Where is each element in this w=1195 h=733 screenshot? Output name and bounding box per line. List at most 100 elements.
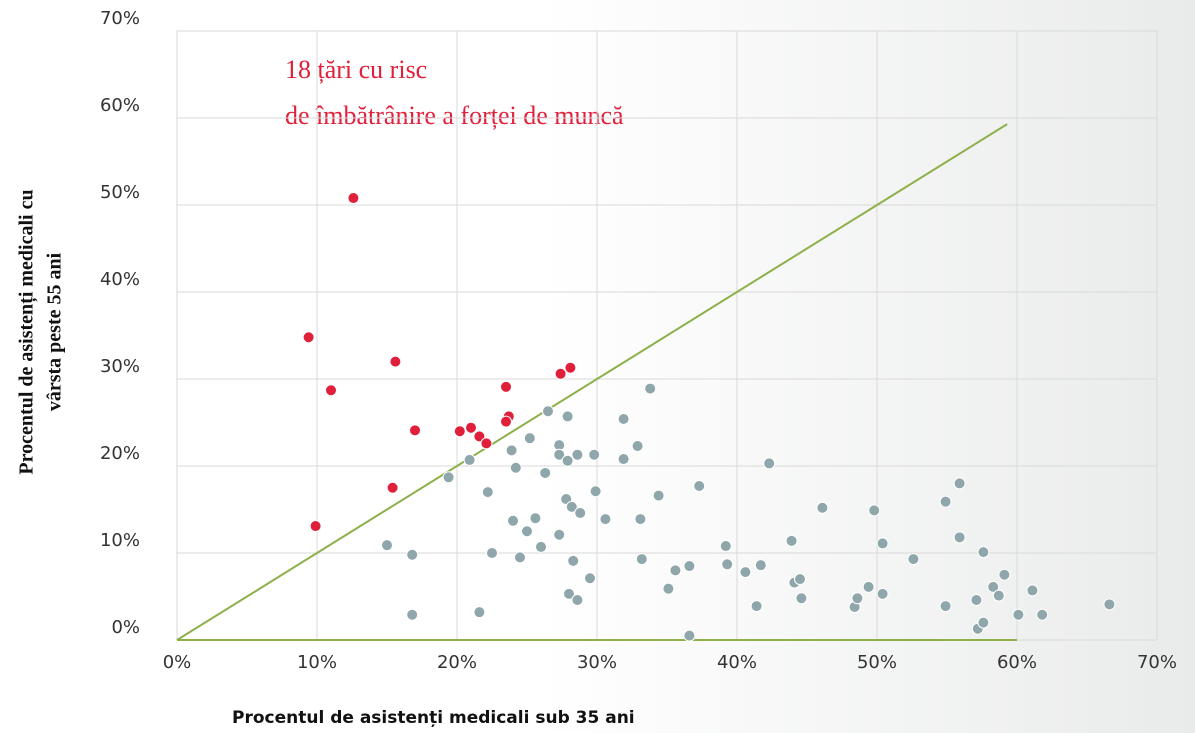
point (794, 573, 806, 586)
point (554, 367, 567, 380)
x-tick-label: 20% (437, 652, 477, 673)
point (721, 558, 734, 571)
point (302, 331, 315, 344)
point (571, 593, 584, 606)
y-tick-label: 30% (100, 356, 140, 377)
point (542, 405, 554, 418)
point (785, 534, 798, 547)
y-tick-label: 70% (100, 8, 140, 29)
point (523, 432, 536, 445)
point (862, 580, 875, 593)
point (970, 593, 983, 606)
point (750, 600, 763, 613)
point (505, 444, 518, 457)
point (561, 454, 574, 467)
point (561, 410, 574, 423)
annotation: 18 țări cu risc (285, 55, 427, 84)
x-tick-label: 70% (1137, 652, 1177, 673)
point (998, 568, 1011, 581)
point (381, 539, 393, 552)
x-tick-label: 60% (997, 652, 1037, 673)
x-axis-label: Procentul de asistenți medicali sub 35 a… (232, 708, 635, 728)
point (719, 540, 732, 553)
point (500, 415, 512, 428)
point (1103, 598, 1116, 611)
point (617, 413, 630, 426)
point (553, 448, 566, 461)
point (662, 582, 675, 595)
point (453, 425, 466, 438)
point (567, 554, 580, 567)
point (486, 547, 498, 559)
point (409, 424, 421, 437)
point (939, 600, 952, 613)
point (652, 489, 665, 502)
point (953, 477, 966, 490)
point (977, 546, 990, 559)
x-tick-label: 0% (163, 652, 192, 673)
point (442, 471, 455, 484)
point (529, 512, 542, 525)
y-axis-label: Procentul de asistenți medicali cu (16, 189, 39, 474)
point (599, 513, 612, 526)
x-tick-label: 50% (857, 652, 897, 673)
point (876, 537, 889, 550)
point (977, 616, 990, 629)
point (693, 480, 706, 493)
point (406, 608, 419, 621)
point (683, 560, 696, 573)
y-tick-label: 60% (100, 95, 140, 116)
y-axis-label: vârsta peste 55 ani (44, 252, 66, 411)
point (754, 559, 767, 572)
point (851, 592, 864, 605)
point (631, 439, 644, 452)
point (553, 528, 566, 541)
point (635, 553, 648, 566)
point (509, 461, 522, 474)
y-tick-label: 50% (100, 182, 140, 203)
point (589, 485, 602, 498)
point (763, 457, 776, 470)
point (574, 506, 587, 519)
x-tick-label: 40% (717, 652, 757, 673)
x-tick-label: 10% (297, 652, 337, 673)
point (683, 629, 696, 642)
point (463, 453, 476, 466)
reference-line (176, 123, 1008, 641)
point (571, 448, 584, 461)
point (1026, 584, 1039, 597)
point (987, 580, 1000, 593)
point (939, 495, 952, 508)
point (816, 501, 829, 514)
point (389, 355, 402, 368)
point (480, 437, 493, 450)
y-tick-label: 20% (100, 443, 140, 464)
point (1012, 608, 1025, 621)
point (876, 587, 889, 600)
point (739, 566, 752, 579)
point (406, 548, 419, 561)
point (565, 500, 578, 513)
x-tick-label: 30% (577, 652, 617, 673)
point (669, 564, 682, 577)
point (539, 466, 552, 479)
point (465, 421, 477, 434)
point (473, 606, 486, 619)
point (386, 481, 399, 494)
point (481, 486, 494, 499)
point (617, 453, 630, 466)
point (514, 551, 526, 564)
y-tick-label: 40% (100, 269, 140, 290)
point (953, 531, 966, 544)
point (584, 572, 596, 585)
point (1036, 608, 1049, 621)
point (588, 448, 601, 461)
point (500, 380, 512, 393)
point (325, 384, 337, 397)
point (564, 361, 577, 374)
point (907, 553, 920, 566)
point (868, 504, 881, 517)
point (347, 192, 360, 205)
point (521, 525, 533, 538)
